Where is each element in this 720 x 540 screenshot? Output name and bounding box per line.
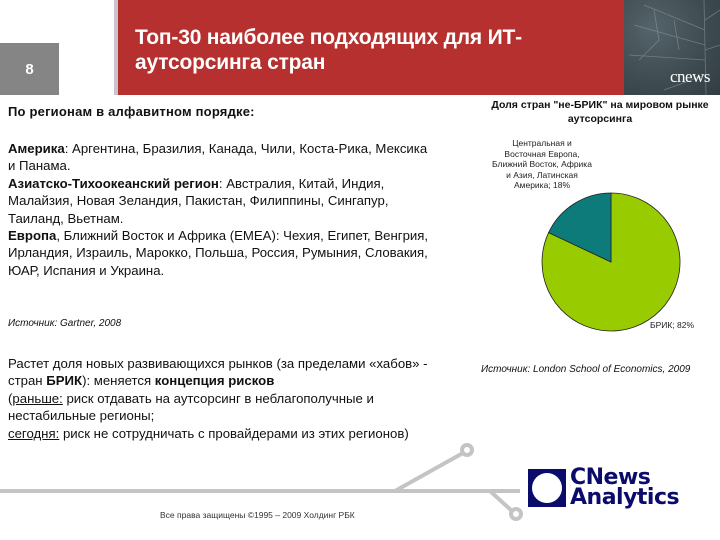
leaf-veins-icon (628, 0, 720, 95)
page-number: 8 (0, 43, 59, 95)
brand-line2: Analytics (570, 485, 680, 510)
regions-list: Америка: Аргентина, Бразилия, Канада, Чи… (8, 140, 438, 279)
growth-paragraph: Растет доля новых развивающихся рынков (… (8, 355, 438, 442)
slice-label-non-bric: Центральная и Восточная Европа, Ближний … (492, 138, 592, 190)
region-name: Азиатско-Тихоокеанский регион (8, 175, 219, 191)
pie-slice-non-bric (548, 192, 612, 263)
title-accent-stripe (114, 0, 118, 95)
chart-title: Доля стран "не-БРИК" на мировом рынке ау… (491, 99, 709, 125)
cnews-analytics-logo: CNews Analytics (528, 465, 680, 510)
leaf-texture-panel: cnews (624, 0, 720, 95)
region-countries: Ближний Восток и Африка (EMEA): Чехия, Е… (8, 228, 429, 278)
growth-text: Растет доля новых развивающихся рынков (… (8, 355, 438, 390)
open-paren: ( (8, 390, 13, 406)
pie-chart (541, 192, 681, 332)
region-apac: Азиатско-Тихоокеанский регион: Австралия… (8, 175, 438, 227)
slide-title: Топ-30 наиболее подходящих для ИТ-аутсор… (135, 26, 522, 74)
today-text: риск не сотрудничать с провайдерами из э… (59, 425, 409, 441)
bric-term: БРИК (46, 373, 83, 389)
region-countries: Австралия, Китай, Индия, Малайзия, Новая… (8, 175, 389, 226)
today-label: сегодня: (8, 425, 60, 441)
slice-label-bric: БРИК; 82% (650, 320, 695, 330)
separator: : (64, 141, 73, 156)
today-risk: сегодня: риск не сотрудничать с провайде… (8, 425, 438, 442)
analytics-circle-icon (528, 469, 566, 507)
before-label: раньше: (12, 390, 63, 406)
before-risk: (раньше: риск отдавать на аутсорсинг в н… (8, 390, 438, 425)
growth-part1: Растет доля новых развивающихся рынков (… (8, 356, 428, 389)
cnews-logo: cnews (670, 67, 710, 86)
growth-part2: ): меняется (82, 373, 155, 389)
brand-line1: CNews (570, 465, 651, 490)
separator: : (218, 175, 227, 191)
risk-concept: концепция рисков (154, 373, 275, 389)
before-text: риск отдавать на аутсорсинг в неблагопол… (8, 390, 374, 424)
region-name: Европа (8, 228, 57, 244)
region-name: Америка (8, 141, 65, 156)
copyright: Все права защищены ©1995 – 2009 Холдинг … (160, 510, 355, 520)
region-emea: Европа, Ближний Восток и Африка (EMEA): … (8, 227, 438, 279)
separator: , (56, 228, 64, 244)
title-banner: Топ-30 наиболее подходящих для ИТ-аутсор… (118, 0, 624, 95)
regions-subheading: По регионам в алфавитном порядке: (8, 104, 255, 119)
region-countries: Аргентина, Бразилия, Канада, Чили, Коста… (8, 141, 428, 174)
source-gartner: Источник: Gartner, 2008 (8, 318, 122, 329)
source-lse: Источник: London School of Economics, 20… (481, 364, 691, 375)
region-america: Америка: Аргентина, Бразилия, Канада, Чи… (8, 140, 438, 175)
